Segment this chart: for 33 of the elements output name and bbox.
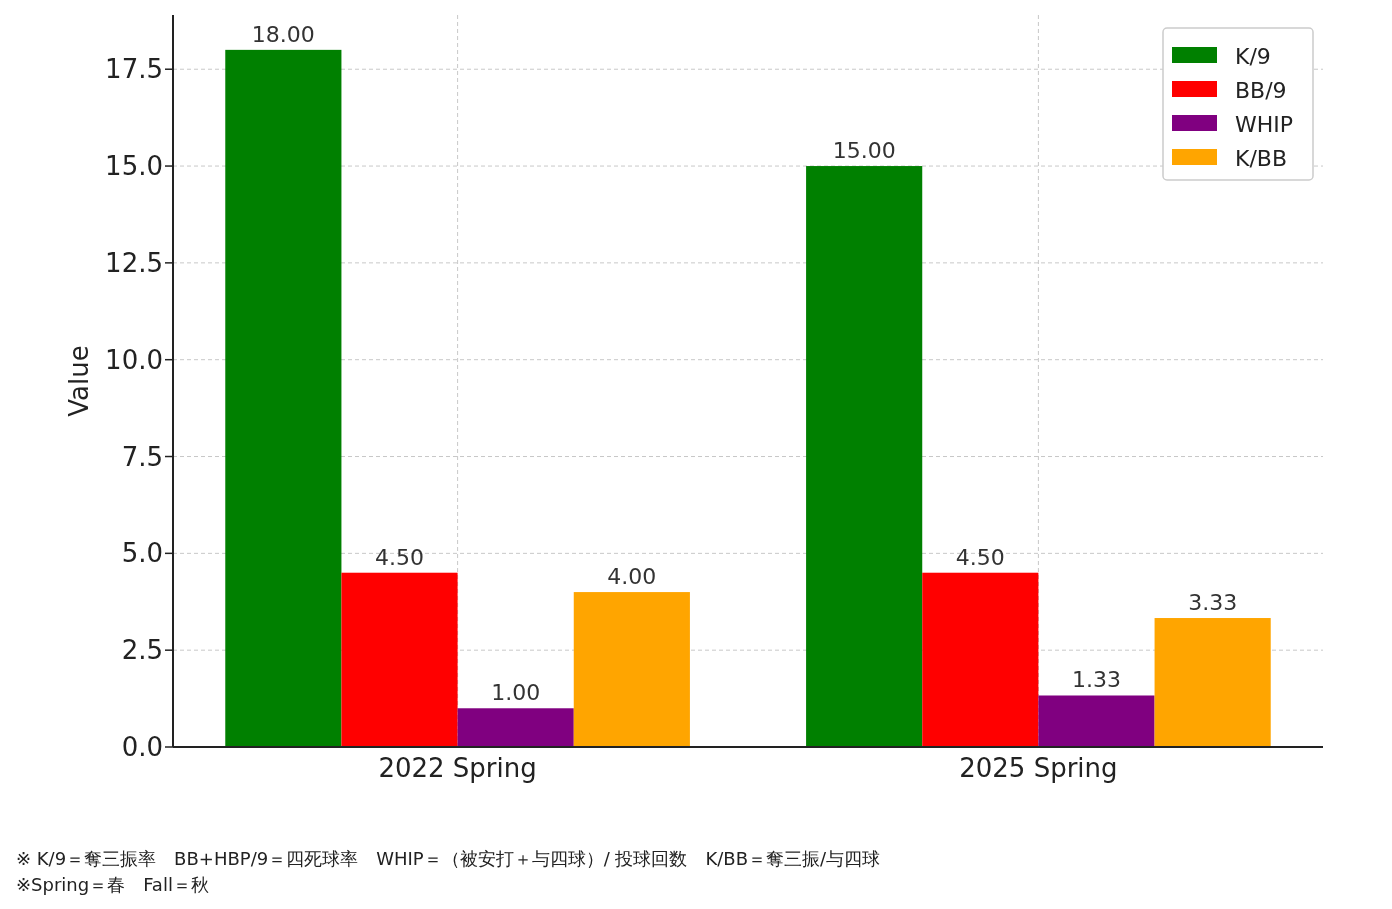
y-tick-label: 17.5 [105, 54, 163, 85]
bar [225, 49, 342, 747]
data-label: 15.00 [832, 138, 896, 164]
bar [806, 166, 923, 747]
y-tick-label: 2.5 [121, 635, 163, 666]
x-tick-label: 2022 Spring [378, 753, 537, 783]
y-tick-label: 12.5 [105, 247, 163, 278]
text: ※ K/9＝奪三振率 BB+HBP/9＝四死球率 WHIP＝（被安打＋与四球）/ 投球回数 K/BB＝奪三振/与四球 [16, 848, 881, 869]
bar [341, 572, 458, 747]
data-label: 18.00 [251, 21, 315, 47]
bar [1154, 618, 1271, 747]
y-tick-label: 0.0 [121, 732, 163, 762]
y-axis-title: Value [64, 345, 94, 417]
y-tick-label: 5.0 [121, 538, 163, 569]
legend-label: BB/9 [1235, 78, 1287, 103]
legend-label: K/BB [1235, 146, 1288, 171]
bar [573, 592, 690, 747]
legend-label: WHIP [1235, 112, 1294, 137]
y-tick-label: 15.0 [105, 151, 163, 182]
data-label: 1.00 [491, 680, 541, 706]
data-label: 1.33 [1071, 667, 1121, 693]
legend-label: K/9 [1235, 44, 1271, 69]
data-label: 4.00 [607, 564, 657, 590]
bar [922, 572, 1039, 747]
text: ※Spring＝春 Fall＝秋 [16, 874, 209, 895]
y-tick-label: 10.0 [105, 344, 163, 375]
x-tick-label: 2025 Spring [959, 753, 1118, 783]
bar [1038, 695, 1155, 747]
y-tick-label: 7.5 [121, 441, 163, 472]
data-label: 3.33 [1188, 590, 1238, 616]
bar [457, 708, 574, 747]
data-label: 4.50 [375, 544, 425, 570]
data-label: 4.50 [955, 544, 1005, 570]
